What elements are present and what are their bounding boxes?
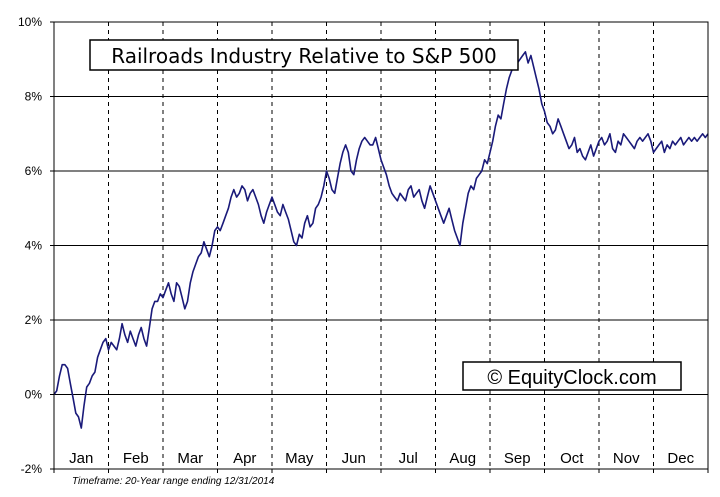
x-tick-label: Apr	[233, 450, 256, 467]
x-tick-label: Dec	[667, 450, 694, 467]
x-tick-label: Jul	[399, 450, 418, 467]
x-tick-label: Jan	[69, 450, 93, 467]
watermark-text: © EquityClock.com	[487, 367, 656, 389]
y-tick-label: 6%	[25, 164, 43, 178]
x-tick-label: Oct	[560, 450, 584, 467]
y-tick-label: -2%	[21, 462, 43, 476]
x-tick-label: Mar	[177, 450, 203, 467]
y-tick-label: 10%	[18, 15, 42, 29]
watermark-frame	[462, 361, 682, 391]
x-tick-label: Aug	[449, 450, 476, 467]
y-tick-label: 0%	[25, 388, 43, 402]
x-tick-label: Sep	[504, 450, 531, 467]
grid-layer	[54, 22, 708, 469]
x-tick-label: Nov	[613, 450, 640, 467]
y-tick-label: 4%	[25, 239, 43, 253]
x-tick-label: Feb	[123, 450, 149, 467]
line-layer	[53, 51, 709, 429]
series-line	[53, 51, 709, 429]
tick-layer: -2% 0% 2% 4% 6% 8% 10% Jan Feb Mar Apr May Jun Jul Aug…	[18, 15, 709, 476]
watermark-box: © EquityClock.com	[462, 361, 682, 391]
y-tick-label: 8%	[25, 90, 43, 104]
chart-title-box: Railroads Industry Relative to S&P 500	[89, 39, 519, 71]
chart-footnote: Timeframe: 20-Year range ending 12/31/20…	[72, 476, 275, 487]
x-tick-label: May	[285, 450, 314, 467]
y-tick-label: 2%	[25, 313, 43, 327]
chart-title: Railroads Industry Relative to S&P 500	[111, 44, 497, 68]
chart-title-frame	[89, 39, 519, 71]
x-tick-label: Jun	[342, 450, 366, 467]
